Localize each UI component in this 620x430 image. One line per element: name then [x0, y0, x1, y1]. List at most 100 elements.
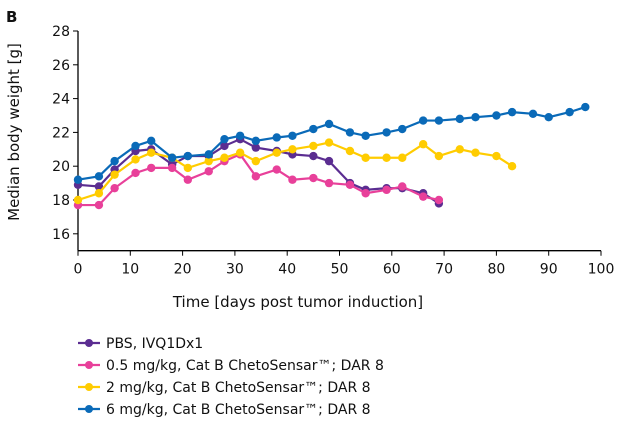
data-point [183, 175, 193, 184]
data-point [492, 111, 501, 120]
data-point [235, 131, 245, 140]
y-axis-label: Median body weight [g] [5, 43, 23, 221]
data-point [167, 163, 177, 173]
legend-label: PBS, IVQ1Dx1 [106, 336, 203, 352]
y-tick-label: 26 [52, 58, 70, 74]
data-point [324, 178, 334, 188]
data-point [288, 145, 297, 154]
x-tick-label: 100 [588, 262, 615, 278]
data-point [309, 124, 318, 134]
data-point [345, 128, 355, 137]
data-point [418, 116, 428, 125]
x-tick-label: 70 [435, 262, 453, 278]
legend-marker [85, 383, 93, 391]
data-point [434, 151, 444, 161]
x-tick-label: 20 [174, 262, 192, 278]
data-point [345, 180, 355, 189]
data-point [382, 128, 391, 137]
x-tick-label: 80 [487, 262, 505, 278]
legend-marker [85, 361, 93, 369]
data-point [251, 143, 261, 152]
data-point [507, 162, 517, 171]
data-point [382, 153, 391, 162]
data-point [507, 107, 517, 117]
data-point [361, 131, 370, 140]
data-point [220, 141, 229, 151]
data-point [147, 148, 156, 157]
data-point [455, 114, 464, 124]
data-point [309, 141, 318, 151]
x-tick-label: 40 [278, 262, 296, 278]
data-point [455, 145, 464, 154]
data-point [361, 189, 370, 198]
x-tick-label: 10 [121, 262, 139, 278]
legend-marker [85, 405, 93, 413]
legend-label: 2 mg/kg, Cat B ChetoSensar™; DAR 8 [106, 380, 371, 396]
x-tick-label: 90 [540, 262, 558, 278]
data-point [183, 151, 193, 161]
data-point [147, 136, 156, 146]
x-tick-label: 30 [226, 262, 244, 278]
data-point [94, 200, 104, 210]
x-tick-label: 60 [383, 262, 401, 278]
data-point [398, 124, 407, 134]
data-point [492, 151, 501, 161]
data-point [272, 165, 281, 174]
data-point [272, 133, 281, 142]
data-point [110, 156, 119, 166]
data-point [220, 134, 229, 144]
data-point [309, 151, 318, 161]
data-point [167, 153, 177, 162]
x-tick-label: 50 [331, 262, 349, 278]
data-point [581, 102, 590, 112]
data-point [272, 148, 281, 157]
data-point [565, 107, 574, 117]
data-point [251, 156, 261, 166]
y-tick-label: 22 [52, 125, 70, 141]
y-tick-label: 24 [52, 92, 70, 108]
data-point [382, 185, 391, 195]
data-point [183, 163, 193, 173]
data-point [94, 182, 104, 191]
data-point [324, 156, 334, 166]
data-point [544, 112, 553, 122]
data-point [131, 155, 140, 164]
data-point [131, 141, 140, 151]
y-tick-label: 20 [52, 159, 70, 175]
data-point [235, 148, 245, 157]
y-tick-label: 28 [52, 24, 70, 40]
y-tick-label: 16 [52, 227, 70, 243]
data-point [361, 153, 370, 162]
data-point [94, 172, 104, 181]
data-point [288, 175, 297, 184]
data-point [204, 150, 213, 159]
data-point [147, 163, 156, 173]
data-point [204, 167, 213, 176]
data-point [131, 168, 140, 178]
data-point [434, 116, 444, 125]
data-point [73, 195, 83, 205]
data-point [471, 148, 480, 157]
data-point [204, 156, 213, 166]
panel-label: B [6, 8, 17, 26]
data-point [324, 119, 334, 129]
data-point [471, 112, 480, 122]
data-point [434, 195, 444, 205]
data-point [251, 136, 261, 146]
data-point [309, 173, 318, 183]
data-point [110, 170, 119, 179]
data-point [73, 175, 83, 184]
data-point [418, 140, 428, 149]
data-point [345, 146, 355, 156]
legend-marker [85, 339, 93, 347]
data-point [398, 153, 407, 162]
data-point [418, 192, 428, 201]
data-point [94, 189, 104, 198]
x-tick-label: 0 [74, 262, 83, 278]
data-point [528, 109, 538, 119]
y-tick-label: 18 [52, 193, 70, 209]
data-point [110, 183, 119, 193]
data-point [398, 182, 407, 191]
